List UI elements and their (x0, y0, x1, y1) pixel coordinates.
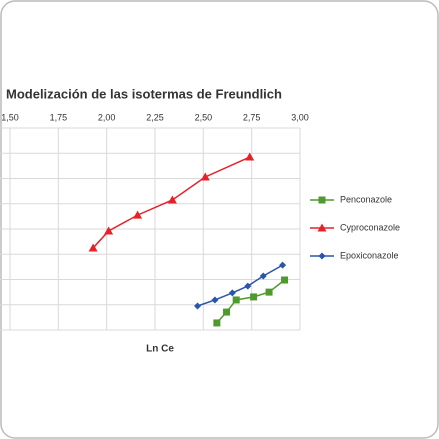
point (133, 210, 143, 219)
legend-label: Penconazole (340, 194, 392, 204)
legend-label: Cyproconazole (340, 222, 400, 232)
point (200, 172, 210, 181)
point (232, 296, 240, 304)
x-tick-label: 2,50 (195, 112, 213, 122)
x-tick-label: 2,25 (146, 112, 164, 122)
legend-marker (318, 196, 326, 204)
x-tick-label: 1,75 (50, 112, 68, 122)
legend-marker (317, 223, 327, 232)
x-tick-label: 1,50 (1, 112, 19, 122)
x-tick-label: 2,00 (98, 112, 116, 122)
point (211, 296, 219, 304)
point (167, 195, 177, 204)
point (88, 243, 98, 252)
point (279, 261, 287, 269)
point (223, 308, 231, 316)
legend-marker (318, 252, 326, 260)
point (245, 152, 255, 161)
point (213, 319, 221, 327)
point (250, 293, 258, 301)
x-tick-label: 3,00 (291, 112, 309, 122)
chart-title: Modelización de las isotermas de Freundl… (6, 86, 282, 101)
x-tick-label: 2,75 (243, 112, 261, 122)
point (228, 289, 236, 297)
point (244, 282, 252, 290)
series-line (197, 264, 283, 307)
x-axis-label: Ln Ce (146, 344, 174, 355)
point (104, 226, 114, 235)
legend-label: Epoxiconazole (340, 250, 399, 260)
point (194, 302, 202, 310)
point (259, 272, 267, 280)
point (281, 276, 289, 284)
point (265, 288, 273, 296)
